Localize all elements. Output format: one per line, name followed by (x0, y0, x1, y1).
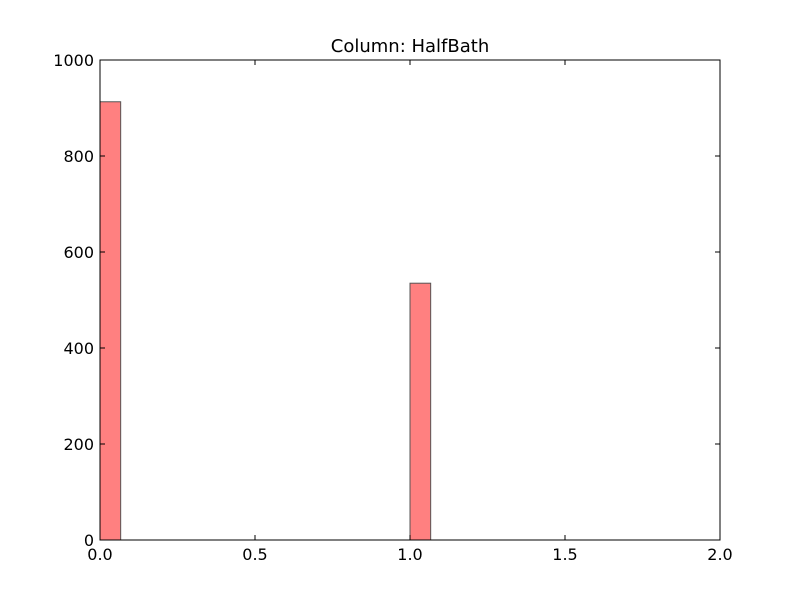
y-tick-label-3: 600 (63, 243, 94, 262)
x-tick-label-1: 0.5 (242, 545, 267, 564)
y-tick-label-2: 400 (63, 339, 94, 358)
chart-title: Column: HalfBath (331, 36, 489, 57)
x-axis-tick-labels: 0.0 0.5 1.0 1.5 2.0 (87, 545, 732, 564)
x-tick-label-2: 1.0 (397, 545, 422, 564)
y-tick-label-4: 800 (63, 147, 94, 166)
histogram-bar-1 (99, 101, 122, 541)
bars (99, 101, 432, 541)
y-tick-label-5: 1000 (53, 51, 94, 70)
x-tick-label-4: 2.0 (707, 545, 732, 564)
y-axis-tick-labels: 0 200 400 600 800 1000 (53, 51, 94, 550)
histogram-bar-2 (409, 282, 432, 541)
plot-frame (99, 59, 721, 541)
y-tick-label-0: 0 (84, 531, 94, 550)
y-tick-label-1: 200 (63, 435, 94, 454)
x-tick-label-0: 0.0 (87, 545, 112, 564)
x-tick-label-3: 1.5 (552, 545, 577, 564)
